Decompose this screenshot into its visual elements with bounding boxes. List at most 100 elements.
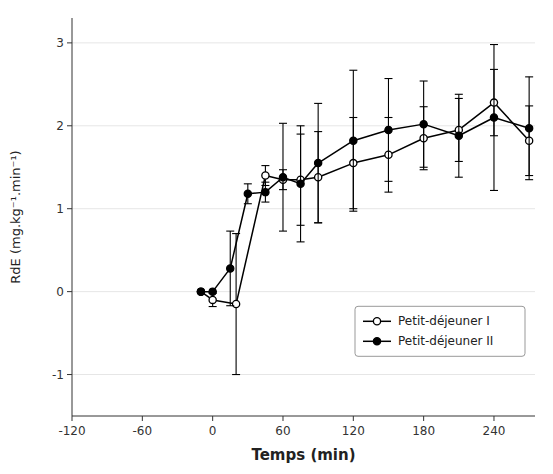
- series-line: [201, 118, 529, 292]
- chart-svg: -120-60060120180240-10123Temps (min)RdE …: [0, 0, 553, 474]
- point: [227, 265, 234, 272]
- point: [197, 288, 204, 295]
- point: [209, 296, 216, 303]
- point: [490, 114, 497, 121]
- error-bar: [490, 45, 498, 191]
- point: [262, 189, 269, 196]
- error-cap: [490, 44, 498, 45]
- error-cap: [314, 222, 322, 223]
- error-cap: [297, 241, 305, 242]
- chart-container: -120-60060120180240-10123Temps (min)RdE …: [0, 0, 553, 474]
- y-axis-line: [72, 18, 73, 416]
- x-tick: [142, 416, 143, 421]
- y-tick-label: 0: [56, 285, 64, 299]
- point: [297, 180, 304, 187]
- x-axis-line: [72, 416, 535, 417]
- grid-line: [72, 208, 535, 209]
- y-tick: [67, 125, 72, 126]
- point: [385, 126, 392, 133]
- point: [455, 132, 462, 139]
- grid-line: [72, 374, 535, 375]
- error-bar: [525, 77, 533, 180]
- point: [209, 288, 216, 295]
- error-bar: [261, 182, 269, 202]
- error-bar: [314, 103, 322, 222]
- y-tick: [67, 208, 72, 209]
- y-tick-label: 2: [56, 119, 64, 133]
- series-line: [201, 103, 529, 304]
- legend-box: [355, 306, 525, 356]
- error-bar: [297, 126, 305, 242]
- error-cap: [226, 231, 234, 232]
- legend-marker: [373, 318, 380, 325]
- error-cap: [384, 192, 392, 193]
- error-bar: [384, 79, 392, 182]
- point: [526, 125, 533, 132]
- point: [233, 300, 240, 307]
- error-cap: [261, 182, 269, 183]
- error-cap: [420, 167, 428, 168]
- series: [197, 69, 533, 374]
- error-cap: [261, 165, 269, 166]
- background: [0, 0, 553, 474]
- series: [197, 45, 533, 306]
- error-cap: [226, 305, 234, 306]
- error-bar: [226, 231, 234, 306]
- grid-line: [72, 291, 535, 292]
- x-tick-label: -120: [58, 424, 85, 438]
- y-tick-label: 1: [56, 202, 64, 216]
- grid-line: [72, 42, 535, 43]
- error-bar: [244, 184, 252, 204]
- error-cap: [525, 179, 533, 180]
- error-cap: [455, 94, 463, 95]
- error-cap: [279, 231, 287, 232]
- error-cap: [420, 80, 428, 81]
- error-cap: [244, 203, 252, 204]
- y-tick-label: 3: [56, 36, 64, 50]
- y-axis-label: RdE (mg.kg⁻¹.min⁻¹): [8, 150, 23, 283]
- error-bar: [261, 166, 269, 186]
- legend-marker: [373, 338, 380, 345]
- error-cap: [490, 190, 498, 191]
- x-tick-label: 240: [483, 424, 506, 438]
- x-tick-label: -60: [133, 424, 153, 438]
- error-cap: [209, 306, 217, 307]
- error-cap: [384, 78, 392, 79]
- point: [279, 174, 286, 181]
- error-bar: [420, 81, 428, 167]
- legend-label: Petit-déjeuner I: [398, 314, 490, 328]
- x-tick-label: 60: [275, 424, 290, 438]
- x-tick: [423, 416, 424, 421]
- error-cap: [349, 211, 357, 212]
- legend-label: Petit-déjeuner II: [398, 334, 493, 348]
- error-bar: [455, 94, 463, 177]
- y-tick-label: -1: [52, 368, 64, 382]
- point: [420, 121, 427, 128]
- y-tick: [67, 374, 72, 375]
- error-cap: [279, 123, 287, 124]
- point: [350, 137, 357, 144]
- x-axis-label: Temps (min): [251, 446, 355, 464]
- error-cap: [314, 103, 322, 104]
- x-tick: [72, 416, 73, 421]
- point: [315, 160, 322, 167]
- grid: [72, 43, 535, 375]
- x-tick: [493, 416, 494, 421]
- x-tick-label: 0: [209, 424, 217, 438]
- legend: Petit-déjeuner I Petit-déjeuner II: [355, 306, 525, 356]
- axes: -120-60060120180240-10123: [52, 18, 535, 438]
- error-cap: [232, 374, 240, 375]
- error-cap: [525, 76, 533, 77]
- error-bar: [349, 70, 357, 211]
- y-tick: [67, 291, 72, 292]
- error-cap: [349, 70, 357, 71]
- x-tick: [212, 416, 213, 421]
- error-cap: [455, 177, 463, 178]
- error-cap: [384, 181, 392, 182]
- x-tick: [353, 416, 354, 421]
- x-tick-label: 120: [342, 424, 365, 438]
- error-cap: [314, 222, 322, 223]
- point: [197, 288, 204, 295]
- error-cap: [244, 183, 252, 184]
- error-cap: [420, 169, 428, 170]
